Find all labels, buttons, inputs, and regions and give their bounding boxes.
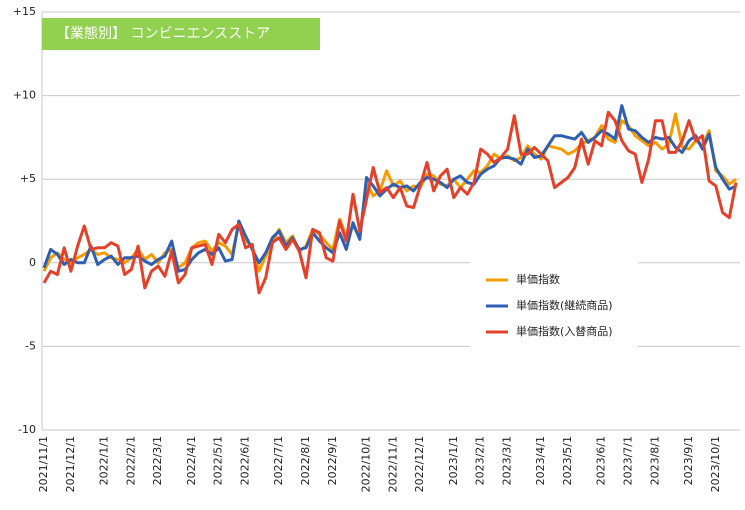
chart-title: 【業態別】 コンビニエンスストア [56, 26, 270, 42]
x-tick-label: 2023/2/1 [474, 436, 487, 485]
x-tick-label: 2022/4/1 [185, 436, 198, 485]
series-line [42, 110, 738, 295]
x-tick-label: 2022/3/1 [151, 436, 164, 485]
x-tick-label: 2023/5/1 [561, 436, 574, 485]
y-tick-label: +10 [13, 89, 36, 102]
legend-label: 単価指数(継続商品) [516, 298, 613, 312]
x-tick-label: 2022/8/1 [299, 436, 312, 485]
y-tick-label: +15 [13, 5, 36, 18]
y-tick-label: 0 [29, 256, 36, 269]
y-tick-label: -5 [25, 339, 36, 352]
x-tick-label: 2023/10/1 [709, 436, 722, 492]
x-tick-label: 2021/11/1 [37, 436, 50, 492]
x-tick-label: 2023/1/1 [447, 436, 460, 485]
legend-label: 単価指数 [516, 272, 560, 286]
x-tick-label: 2022/6/1 [239, 436, 252, 485]
x-tick-label: 2023/7/1 [622, 436, 635, 485]
y-tick-label: +5 [20, 172, 36, 185]
legend-label: 単価指数(入替商品) [516, 324, 613, 338]
title-box [42, 18, 320, 50]
x-tick-label: 2022/11/1 [386, 436, 399, 492]
x-tick-label: 2023/3/1 [501, 436, 514, 485]
x-tick-label: 2023/6/1 [595, 436, 608, 485]
x-tick-label: 2023/4/1 [534, 436, 547, 485]
y-tick-label: -10 [18, 423, 36, 436]
x-tick-label: 2021/12/1 [64, 436, 77, 492]
series-line [42, 112, 737, 273]
x-tick-label: 2022/12/1 [413, 436, 426, 492]
x-tick-label: 2022/5/1 [212, 436, 225, 485]
x-tick-label: 2022/1/1 [97, 436, 110, 485]
x-tick-label: 2022/9/1 [326, 436, 339, 485]
x-tick-label: 2022/7/1 [272, 436, 285, 485]
x-tick-label: 2022/10/1 [359, 436, 372, 492]
x-tick-label: 2022/2/1 [124, 436, 137, 485]
x-tick-label: 2023/9/1 [682, 436, 695, 485]
series-line [42, 104, 737, 273]
x-tick-label: 2023/8/1 [648, 436, 661, 485]
